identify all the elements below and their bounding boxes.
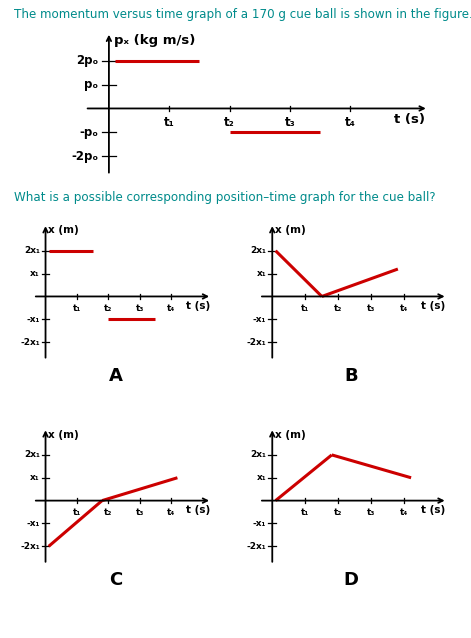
Text: t (s): t (s) [422, 505, 446, 515]
Text: What is a possible corresponding position–time graph for the cue ball?: What is a possible corresponding positio… [14, 191, 436, 204]
Text: t (s): t (s) [394, 113, 425, 126]
Text: t₂: t₂ [104, 304, 113, 313]
Text: B: B [344, 367, 357, 385]
Text: x₁: x₁ [30, 269, 40, 278]
Text: -x₁: -x₁ [26, 315, 40, 324]
Text: x (m): x (m) [275, 225, 306, 235]
Text: t₃: t₃ [367, 508, 375, 517]
Text: 2pₒ: 2pₒ [76, 54, 98, 67]
Text: t₂: t₂ [104, 508, 113, 517]
Text: The momentum versus time graph of a 170 g cue ball is shown in the figure.: The momentum versus time graph of a 170 … [14, 8, 471, 20]
Text: -2pₒ: -2pₒ [71, 150, 98, 163]
Text: -pₒ: -pₒ [79, 126, 98, 139]
Text: t₂: t₂ [224, 116, 235, 129]
Text: t₂: t₂ [334, 508, 342, 517]
Text: t₁: t₁ [73, 508, 81, 517]
Text: -2x₁: -2x₁ [247, 338, 266, 346]
Text: 2x₁: 2x₁ [24, 450, 40, 459]
Text: t (s): t (s) [186, 505, 210, 515]
Text: D: D [343, 571, 358, 589]
Text: t₄: t₄ [345, 116, 356, 129]
Text: t (s): t (s) [186, 300, 210, 311]
Text: t₁: t₁ [164, 116, 175, 129]
Text: 2x₁: 2x₁ [24, 246, 40, 255]
Text: t₃: t₃ [284, 116, 295, 129]
Text: x (m): x (m) [275, 429, 306, 440]
Text: -2x₁: -2x₁ [20, 542, 40, 551]
Text: t₃: t₃ [367, 304, 375, 313]
Text: A: A [108, 367, 122, 385]
Text: -x₁: -x₁ [253, 519, 266, 528]
Text: t (s): t (s) [422, 300, 446, 311]
Text: pₓ (kg m/s): pₓ (kg m/s) [114, 34, 195, 47]
Text: t₁: t₁ [73, 304, 81, 313]
Text: t₃: t₃ [136, 304, 144, 313]
Text: x (m): x (m) [48, 225, 79, 235]
Text: t₁: t₁ [301, 508, 309, 517]
Text: t₃: t₃ [136, 508, 144, 517]
Text: -x₁: -x₁ [253, 315, 266, 324]
Text: C: C [109, 571, 122, 589]
Text: t₄: t₄ [400, 508, 409, 517]
Text: t₄: t₄ [167, 508, 175, 517]
Text: x₁: x₁ [257, 473, 266, 482]
Text: -x₁: -x₁ [26, 519, 40, 528]
Text: -2x₁: -2x₁ [247, 542, 266, 551]
Text: t₄: t₄ [167, 304, 175, 313]
Text: x₁: x₁ [257, 269, 266, 278]
Text: x₁: x₁ [30, 473, 40, 482]
Text: t₁: t₁ [301, 304, 309, 313]
Text: t₂: t₂ [334, 304, 342, 313]
Text: 2x₁: 2x₁ [251, 246, 266, 255]
Text: pₒ: pₒ [84, 78, 98, 91]
Text: x (m): x (m) [48, 429, 79, 440]
Text: t₄: t₄ [400, 304, 409, 313]
Text: -2x₁: -2x₁ [20, 338, 40, 346]
Text: 2x₁: 2x₁ [251, 450, 266, 459]
